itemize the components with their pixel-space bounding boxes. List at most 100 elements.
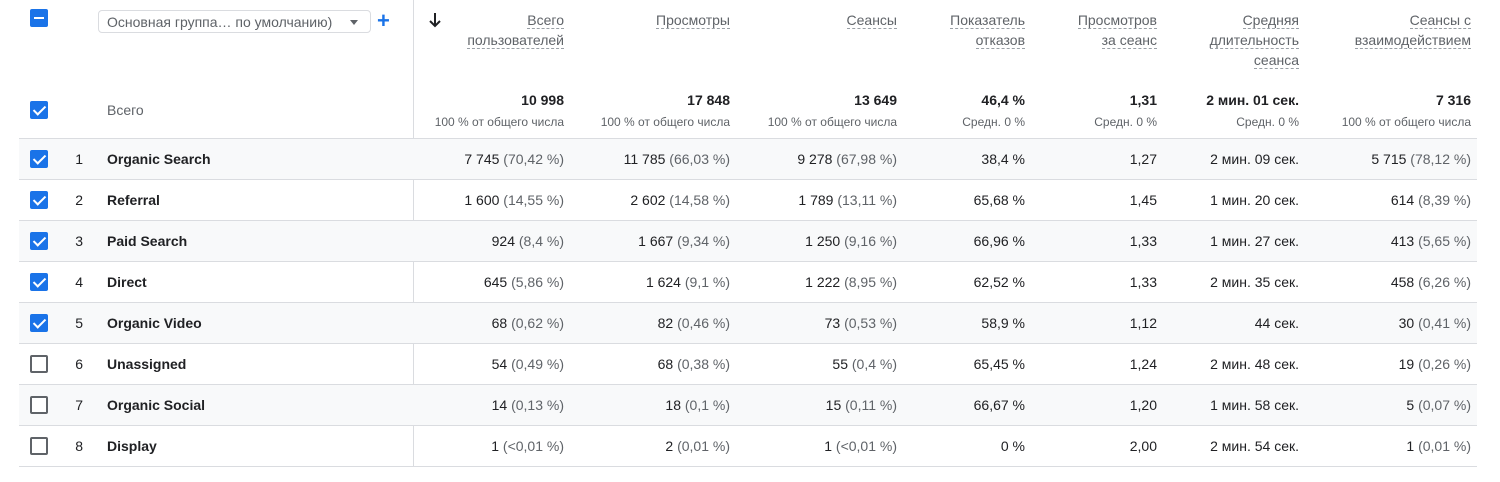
- table-bottom-border: [19, 466, 1477, 467]
- plus-icon[interactable]: +: [377, 8, 390, 33]
- column-header-bounce-rate[interactable]: Показатель отказов: [915, 10, 1025, 50]
- column-header-views-per-session[interactable]: Просмотров за сеанс: [1047, 10, 1157, 50]
- cell-value: 1,45: [1129, 192, 1157, 208]
- totals-checkbox[interactable]: [30, 101, 48, 119]
- cell-value: 2,00: [1129, 438, 1157, 454]
- column-header-line: Всего: [527, 12, 564, 29]
- cell-sessions: 1 222 (8,95 %): [757, 274, 897, 290]
- cell-views-per-session: 1,27: [1047, 151, 1157, 167]
- cell-views-per-session: 1,20: [1047, 397, 1157, 413]
- cell-bounce-rate: 58,9 %: [915, 315, 1025, 331]
- cell-views-per-session: 1,24: [1047, 356, 1157, 372]
- cell-value: 1,27: [1129, 151, 1157, 167]
- cell-percent: (0,38 %): [677, 356, 730, 372]
- cell-views-per-session: 2,00: [1047, 438, 1157, 454]
- cell-engaged-sessions: 19 (0,26 %): [1321, 356, 1471, 372]
- column-header-users[interactable]: Всего пользователей: [414, 10, 564, 50]
- cell-percent: (67,98 %): [836, 151, 897, 167]
- cell-avg-duration: 1 мин. 27 сек.: [1179, 233, 1299, 249]
- cell-value: 73: [824, 315, 841, 331]
- cell-percent: (0,11 %): [845, 397, 897, 413]
- cell-value: 55: [832, 356, 848, 372]
- cell-percent: (0,62 %): [511, 315, 564, 331]
- table-row[interactable]: 8 Display 1 (<0,01 %) 2 (0,01 %) 1 (<0,01 %)…: [19, 425, 1477, 466]
- cell-value: 1 624: [645, 274, 681, 290]
- totals-label: Всего: [107, 102, 144, 118]
- row-index: 1: [75, 151, 83, 167]
- row-checkbox[interactable]: [30, 150, 48, 168]
- cell-percent: (8,95 %): [844, 274, 897, 290]
- cell-views: 18 (0,1 %): [590, 397, 730, 413]
- cell-percent: (0,49 %): [511, 356, 564, 372]
- cell-sessions: 1 789 (13,11 %): [757, 192, 897, 208]
- cell-value: 1,24: [1129, 356, 1157, 372]
- cell-value: 11 785: [623, 151, 666, 167]
- cell-percent: (0,07 %): [1418, 397, 1471, 413]
- cell-value: 1 250: [805, 233, 841, 249]
- cell-percent: (0,41 %): [1418, 315, 1471, 331]
- table-row[interactable]: 4 Direct 645 (5,86 %) 1 624 (9,1 %) 1 222 (8…: [19, 261, 1477, 302]
- dropdown-caret-icon: [350, 20, 358, 25]
- cell-avg-duration: 2 мин. 09 сек.: [1179, 151, 1299, 167]
- row-channel-name: Organic Video: [107, 315, 202, 331]
- cell-avg-duration: 1 мин. 58 сек.: [1179, 397, 1299, 413]
- row-checkbox[interactable]: [30, 191, 48, 209]
- cell-percent: (9,34 %): [677, 233, 730, 249]
- cell-value: 458: [1390, 274, 1415, 290]
- column-header-line: Просмотров: [1077, 12, 1157, 29]
- column-header-line: пользователей: [467, 32, 564, 49]
- column-header-line: сеанса: [1253, 52, 1299, 69]
- cell-engaged-sessions: 1 (0,01 %): [1321, 438, 1471, 454]
- total-sub-bounce-rate: Средн. 0 %: [962, 115, 1025, 129]
- arrow-down-icon[interactable]: [428, 12, 442, 28]
- cell-views: 1 624 (9,1 %): [590, 274, 730, 290]
- cell-views: 11 785 (66,03 %): [590, 151, 730, 167]
- row-channel-name: Referral: [107, 192, 160, 208]
- column-header-views[interactable]: Просмотры: [590, 10, 730, 30]
- table-row[interactable]: 7 Organic Social 14 (0,13 %) 18 (0,1 %) 15 (…: [19, 384, 1477, 425]
- cell-views: 82 (0,46 %): [590, 315, 730, 331]
- cell-bounce-rate: 65,68 %: [915, 192, 1025, 208]
- row-channel-name: Unassigned: [107, 356, 187, 372]
- cell-value: 1,33: [1129, 233, 1157, 249]
- table-row[interactable]: 1 Organic Search 7 745 (70,42 %) 11 785 (66…: [19, 138, 1477, 179]
- row-index: 2: [75, 192, 83, 208]
- cell-percent: (70,42 %): [503, 151, 564, 167]
- column-header-avg-duration[interactable]: Средняя длительность сеанса: [1179, 10, 1299, 70]
- cell-bounce-rate: 66,67 %: [915, 397, 1025, 413]
- total-views-per-session: 1,31: [1129, 92, 1157, 108]
- cell-value: 58,9 %: [981, 315, 1025, 331]
- cell-value: 2 мин. 54 сек.: [1210, 438, 1299, 454]
- table-row[interactable]: 5 Organic Video 68 (0,62 %) 82 (0,46 %) 73 (…: [19, 302, 1477, 343]
- dimension-select[interactable]: Основная группа… по умолчанию): [98, 10, 371, 33]
- cell-percent: (0,46 %): [677, 315, 730, 331]
- table-row[interactable]: 2 Referral 1 600 (14,55 %) 2 602 (14,58 %) 1…: [19, 179, 1477, 220]
- row-checkbox[interactable]: [30, 396, 48, 414]
- cell-users: 1 (<0,01 %): [414, 438, 564, 454]
- column-header-engaged-sessions[interactable]: Сеансы с взаимодействием: [1321, 10, 1471, 50]
- cell-sessions: 55 (0,4 %): [757, 356, 897, 372]
- cell-value: 18: [665, 397, 681, 413]
- row-checkbox[interactable]: [30, 355, 48, 373]
- row-checkbox[interactable]: [30, 437, 48, 455]
- total-sessions: 13 649: [854, 92, 897, 108]
- cell-percent: (0,01 %): [677, 438, 730, 454]
- row-checkbox[interactable]: [30, 273, 48, 291]
- cell-value: 2 602: [630, 192, 666, 208]
- row-checkbox[interactable]: [30, 232, 48, 250]
- cell-avg-duration: 2 мин. 35 сек.: [1179, 274, 1299, 290]
- table-row[interactable]: 6 Unassigned 54 (0,49 %) 68 (0,38 %) 55 (0,4…: [19, 343, 1477, 384]
- table-row[interactable]: 3 Paid Search 924 (8,4 %) 1 667 (9,34 %) 1 2…: [19, 220, 1477, 261]
- cell-percent: (14,58 %): [669, 192, 730, 208]
- cell-value: 1 789: [798, 192, 834, 208]
- total-users: 10 998: [521, 92, 564, 108]
- select-all-checkbox[interactable]: [30, 9, 48, 27]
- column-header-sessions[interactable]: Сеансы: [757, 10, 897, 30]
- row-index: 8: [75, 438, 83, 454]
- cell-value: 66,67 %: [973, 397, 1025, 413]
- cell-percent: (66,03 %): [669, 151, 730, 167]
- column-header-line: взаимодействием: [1354, 32, 1471, 49]
- cell-value: 1: [1406, 438, 1415, 454]
- row-checkbox[interactable]: [30, 314, 48, 332]
- total-views: 17 848: [687, 92, 730, 108]
